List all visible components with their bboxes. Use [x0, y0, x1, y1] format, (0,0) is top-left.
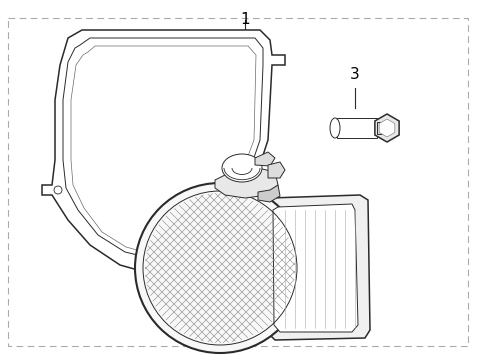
Polygon shape [375, 114, 399, 142]
Circle shape [135, 183, 305, 353]
Ellipse shape [222, 154, 262, 182]
Polygon shape [258, 185, 280, 202]
Polygon shape [379, 119, 395, 137]
Polygon shape [377, 122, 383, 134]
Polygon shape [255, 152, 275, 166]
Text: 3: 3 [350, 67, 360, 82]
Ellipse shape [330, 118, 340, 138]
Text: 2: 2 [205, 340, 215, 355]
Text: 1: 1 [240, 12, 250, 27]
Polygon shape [262, 195, 370, 340]
Polygon shape [337, 118, 377, 138]
Circle shape [54, 186, 62, 194]
Polygon shape [273, 204, 358, 332]
Polygon shape [42, 30, 285, 272]
Polygon shape [268, 162, 285, 178]
Polygon shape [215, 168, 278, 198]
